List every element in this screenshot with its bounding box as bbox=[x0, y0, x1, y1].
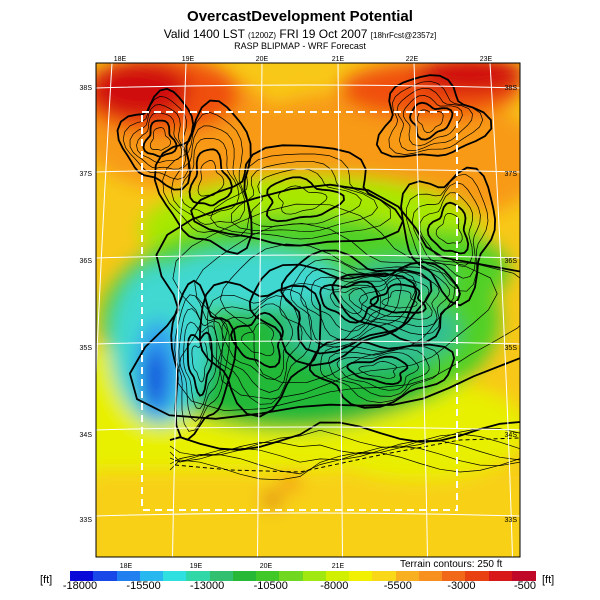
colorbar-segment bbox=[116, 571, 141, 581]
colorbar-tick-label: -8000 bbox=[320, 580, 349, 592]
colorbar bbox=[70, 571, 536, 581]
colorbar-segment bbox=[139, 571, 164, 581]
valid-date: FRI 19 Oct 2007 bbox=[279, 27, 368, 41]
colorbar-labels: -18000 -15500 -13000 -10500 -8000 -5500 -3000 -… bbox=[63, 580, 537, 594]
forecast-run: [18hrFcst@2357z] bbox=[370, 31, 437, 40]
valid-zulu: (1200Z) bbox=[248, 31, 277, 40]
lat-label-right: 37S bbox=[505, 171, 518, 178]
lat-label-right: 38S bbox=[505, 85, 518, 92]
colorbar-segment bbox=[372, 571, 396, 581]
lat-label-left: 38S bbox=[80, 85, 93, 92]
lon-label-top: 18E bbox=[114, 56, 127, 63]
colorbar-segment bbox=[325, 571, 350, 581]
overcast-field bbox=[96, 63, 520, 557]
colorbar-tick-label: -15500 bbox=[126, 580, 161, 592]
lat-label-left: 35S bbox=[80, 345, 93, 352]
colorbar-segment bbox=[395, 571, 420, 581]
colorbar-segment bbox=[442, 571, 466, 581]
lon-label-bottom: 19E bbox=[190, 563, 203, 570]
lat-label-left: 33S bbox=[80, 517, 93, 524]
lon-label-top: 20E bbox=[256, 56, 269, 63]
lat-label-right: 33S bbox=[505, 517, 518, 524]
colorbar-segment bbox=[488, 571, 513, 581]
colorbar-segment bbox=[302, 571, 327, 581]
colorbar-segment bbox=[418, 571, 443, 581]
domain-boundary bbox=[141, 111, 458, 511]
colorbar-segment bbox=[209, 571, 234, 581]
valid-time: Valid 1400 LST (1200Z) FRI 19 Oct 2007 [… bbox=[0, 27, 600, 41]
colorbar-tick-label: -18000 bbox=[62, 580, 98, 592]
lat-label-left: 36S bbox=[80, 258, 93, 265]
lon-label-top: 22E bbox=[406, 56, 419, 63]
lon-label-bottom: 18E bbox=[120, 563, 133, 570]
lat-label-right: 36S bbox=[505, 258, 518, 265]
lat-label-left: 34S bbox=[80, 432, 93, 439]
colorbar-segment bbox=[511, 571, 536, 581]
lat-label-right: 35S bbox=[505, 345, 518, 352]
lon-label-top: 23E bbox=[480, 56, 493, 63]
map-frame bbox=[95, 62, 521, 558]
lon-label-top: 19E bbox=[182, 56, 195, 63]
colorbar-segment bbox=[256, 571, 280, 581]
colorbar-unit-left: [ft] bbox=[40, 574, 53, 586]
colorbar-tick-label: -3000 bbox=[447, 580, 476, 592]
colorbar-tick-label: -5500 bbox=[383, 580, 412, 592]
lat-lon-grid bbox=[96, 63, 520, 557]
colorbar-tick-label: -10500 bbox=[253, 580, 288, 592]
colorbar-segment bbox=[70, 571, 94, 581]
axis-labels: 18E 19E 20E 21E 22E 23E 18E 19E 20E 21E 33S 34S 35S 3… bbox=[80, 56, 518, 570]
forecast-source: RASP BLIPMAP - WRF Forecast bbox=[234, 41, 366, 51]
colorbar-segment bbox=[93, 571, 117, 581]
valid-prefix: Valid 1400 LST bbox=[163, 27, 245, 41]
map-title: OvercastDevelopment Potential bbox=[187, 8, 413, 25]
colorbar-segment bbox=[232, 571, 257, 581]
lat-label-right: 34S bbox=[505, 432, 518, 439]
lon-label-bottom: 20E bbox=[260, 563, 273, 570]
colorbar-tick-label: -500 bbox=[513, 580, 537, 592]
lon-label-top: 21E bbox=[332, 56, 345, 63]
colorbar-segment bbox=[465, 571, 489, 581]
colorbar-tick-label: -13000 bbox=[190, 580, 225, 592]
colorbar-segment bbox=[279, 571, 303, 581]
colorbar-segment bbox=[186, 571, 210, 581]
lat-label-left: 37S bbox=[80, 171, 93, 178]
lon-label-bottom: 21E bbox=[332, 563, 345, 570]
colorbar-unit-right: [ft] bbox=[542, 574, 555, 586]
terrain-contour-note: Terrain contours: 250 ft bbox=[400, 559, 503, 570]
colorbar-segment bbox=[163, 571, 187, 581]
colorbar-segment bbox=[349, 571, 373, 581]
